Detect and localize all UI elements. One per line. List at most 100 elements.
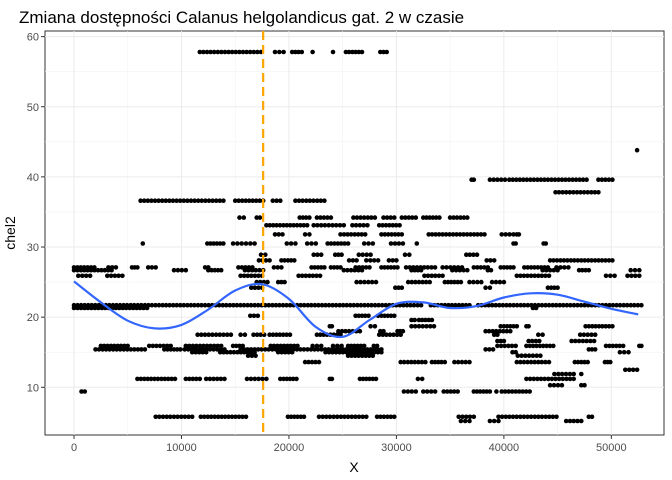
data-point [358, 279, 363, 285]
data-point [307, 198, 313, 203]
data-point [333, 223, 339, 228]
data-point [284, 332, 289, 338]
data-point [202, 302, 208, 308]
data-point [168, 343, 173, 349]
data-point [122, 343, 127, 349]
data-point [456, 302, 462, 308]
data-point [511, 324, 516, 329]
smooth-trend-line [73, 280, 639, 339]
data-point [556, 376, 562, 382]
data-point [241, 273, 247, 279]
data-point [194, 343, 199, 349]
data-point [379, 313, 384, 319]
data-point [224, 349, 230, 355]
y-axis: 10 20 30 40 50 60 [27, 32, 45, 394]
data-point [207, 376, 213, 382]
data-point [603, 343, 609, 349]
data-point [228, 332, 234, 338]
data-point [553, 190, 558, 195]
data-point [117, 347, 123, 352]
data-point [245, 273, 251, 279]
data-point [201, 343, 206, 349]
data-point [162, 376, 168, 382]
data-point [340, 302, 346, 308]
data-point [634, 367, 640, 373]
data-point [591, 338, 597, 344]
data-point [559, 177, 565, 182]
data-point [359, 232, 365, 237]
data-point [409, 279, 415, 285]
data-point [457, 232, 463, 237]
data-point [465, 215, 470, 220]
data-point [398, 332, 404, 338]
data-point [279, 265, 284, 270]
data-point [107, 347, 112, 352]
data-point [550, 414, 556, 420]
data-point [514, 359, 520, 365]
data-point [288, 241, 294, 246]
data-point [450, 232, 456, 237]
data-point [504, 302, 509, 308]
data-point [502, 343, 508, 349]
data-point [120, 273, 125, 279]
data-point [345, 232, 350, 237]
data-point [71, 305, 77, 311]
data-point [296, 273, 301, 279]
data-point [411, 302, 417, 308]
data-point [524, 376, 529, 382]
data-point [300, 215, 306, 220]
data-point [483, 347, 488, 352]
data-point [161, 343, 166, 349]
data-point [162, 347, 167, 352]
data-point [350, 49, 355, 55]
data-point [92, 267, 97, 273]
data-point [549, 376, 555, 382]
data-point [569, 338, 574, 344]
data-point [329, 324, 335, 329]
data-point [349, 343, 354, 349]
data-point [331, 414, 336, 420]
data-point [257, 215, 263, 220]
data-point [303, 215, 309, 220]
data-point [304, 223, 310, 228]
data-point [463, 359, 469, 365]
data-point [82, 305, 87, 311]
data-point [255, 49, 260, 55]
data-point [536, 359, 541, 365]
data-point [206, 332, 211, 338]
data-point [592, 258, 598, 263]
data-point [399, 215, 405, 220]
data-point [79, 389, 84, 394]
data-point [589, 258, 594, 263]
data-point [578, 190, 583, 195]
data-point [157, 343, 163, 349]
data-point [330, 349, 335, 355]
data-point [489, 279, 495, 285]
data-point [408, 302, 413, 308]
data-point [521, 302, 527, 308]
data-point [189, 414, 195, 420]
data-point [487, 389, 493, 394]
data-point [199, 302, 204, 308]
data-point [419, 317, 425, 323]
data-point [433, 215, 439, 220]
data-point [607, 302, 612, 308]
data-point [520, 389, 525, 394]
data-point [501, 328, 506, 334]
data-point [103, 347, 109, 352]
data-point [190, 376, 196, 382]
data-point [290, 376, 296, 382]
data-point [80, 273, 85, 279]
data-point [633, 273, 638, 279]
y-tick-label: 40 [27, 172, 39, 184]
data-point [252, 241, 257, 246]
data-point [359, 49, 365, 55]
data-point [483, 328, 488, 334]
data-point [302, 359, 308, 365]
data-point [326, 302, 332, 308]
data-point [381, 414, 387, 420]
data-point [315, 347, 321, 352]
data-point [203, 198, 208, 203]
data-point [226, 414, 231, 420]
data-point [279, 279, 284, 285]
